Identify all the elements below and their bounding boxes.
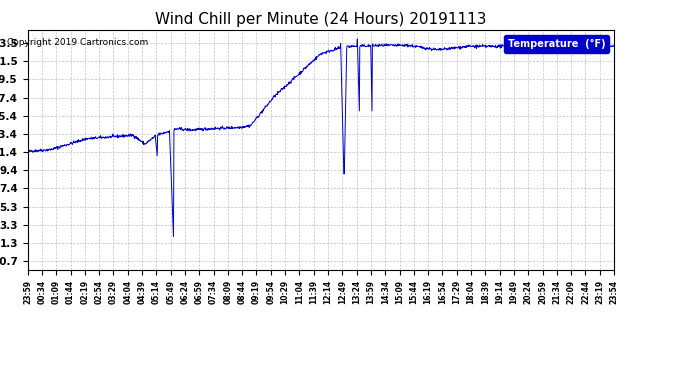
Title: Wind Chill per Minute (24 Hours) 20191113: Wind Chill per Minute (24 Hours) 2019111… <box>155 12 486 27</box>
Text: Copyright 2019 Cartronics.com: Copyright 2019 Cartronics.com <box>7 38 148 47</box>
Legend: Temperature  (°F): Temperature (°F) <box>504 35 609 53</box>
